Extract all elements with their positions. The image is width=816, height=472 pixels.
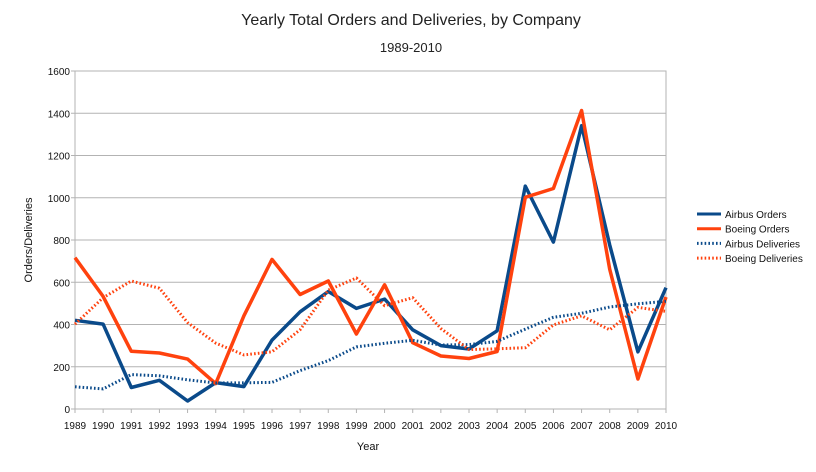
x-tick-label: 1993 — [176, 421, 199, 432]
y-tick-label: 1400 — [48, 109, 71, 120]
x-tick-label: 1996 — [261, 421, 284, 432]
x-tick-label: 1999 — [345, 421, 368, 432]
legend-label: Boeing Orders — [725, 225, 789, 236]
legend: Airbus Orders Boeing Orders Airbus Deliver… — [697, 210, 803, 265]
y-tick-label: 400 — [53, 321, 70, 332]
y-tick-label: 200 — [53, 363, 70, 374]
x-tick-label: 1991 — [120, 421, 143, 432]
x-tick-label: 1994 — [205, 421, 228, 432]
chart-title: Yearly Total Orders and Deliveries, by C… — [241, 12, 581, 29]
y-tick-label: 800 — [53, 236, 70, 247]
chart-subtitle: 1989-2010 — [380, 40, 442, 55]
x-axis-label: Year — [357, 441, 380, 453]
series-line-boeing-deliveries — [73, 276, 667, 357]
y-tick-label: 1000 — [48, 194, 71, 205]
legend-label: Airbus Orders — [725, 210, 787, 221]
y-tick-label: 1600 — [48, 67, 71, 78]
x-tick-label: 2000 — [373, 421, 396, 432]
x-tick-label: 2006 — [542, 421, 565, 432]
legend-label: Boeing Deliveries — [725, 254, 803, 265]
x-tick-label: 2010 — [655, 421, 678, 432]
x-tick-label: 2008 — [599, 421, 622, 432]
y-tick-label: 600 — [53, 278, 70, 289]
x-tick-label: 2009 — [627, 421, 650, 432]
legend-label: Airbus Deliveries — [725, 239, 800, 250]
x-tick-label: 2007 — [570, 421, 593, 432]
x-tick-label: 1997 — [289, 421, 312, 432]
axes-layer: 0 200 400 600 800 1000 1200 1400 1600 1989 1990 199… — [48, 67, 678, 432]
x-tick-label: 2002 — [430, 421, 453, 432]
plot-area-frame — [74, 70, 667, 410]
x-tick-label: 1992 — [148, 421, 171, 432]
x-tick-label: 1998 — [317, 421, 340, 432]
series-layer — [73, 108, 668, 403]
x-tick-label: 2003 — [458, 421, 481, 432]
y-axis-label: Orders/Deliveries — [23, 197, 35, 282]
y-tick-label: 0 — [64, 405, 70, 416]
x-tick-label: 1995 — [233, 421, 256, 432]
x-tick-label: 2001 — [402, 421, 425, 432]
series-line-airbus-orders — [74, 123, 668, 403]
series-line-airbus-deliveries — [74, 299, 667, 391]
x-tick-label: 2005 — [514, 421, 537, 432]
y-tick-label: 1200 — [48, 152, 71, 163]
x-tick-label: 1990 — [92, 421, 115, 432]
x-tick-label: 2004 — [486, 421, 509, 432]
x-tick-label: 1989 — [64, 421, 87, 432]
series-line-boeing-orders — [73, 108, 668, 386]
